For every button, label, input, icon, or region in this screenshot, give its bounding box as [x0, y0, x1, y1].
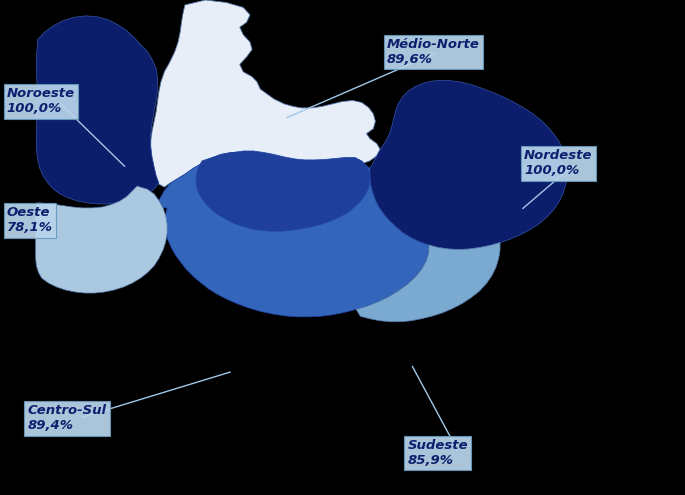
Polygon shape — [356, 243, 500, 322]
Text: Oeste
78,1%: Oeste 78,1% — [7, 206, 53, 234]
Polygon shape — [151, 0, 380, 187]
Text: Médio-Norte
89,6%: Médio-Norte 89,6% — [387, 38, 480, 66]
Text: Nordeste
100,0%: Nordeste 100,0% — [524, 149, 593, 177]
Polygon shape — [36, 186, 167, 293]
Polygon shape — [196, 151, 370, 231]
Polygon shape — [36, 16, 159, 204]
Text: Sudeste
85,9%: Sudeste 85,9% — [408, 439, 469, 467]
Text: Centro-Sul
89,4%: Centro-Sul 89,4% — [27, 404, 106, 432]
Polygon shape — [370, 80, 567, 249]
Text: Noroeste
100,0%: Noroeste 100,0% — [7, 88, 75, 115]
Polygon shape — [159, 152, 429, 317]
